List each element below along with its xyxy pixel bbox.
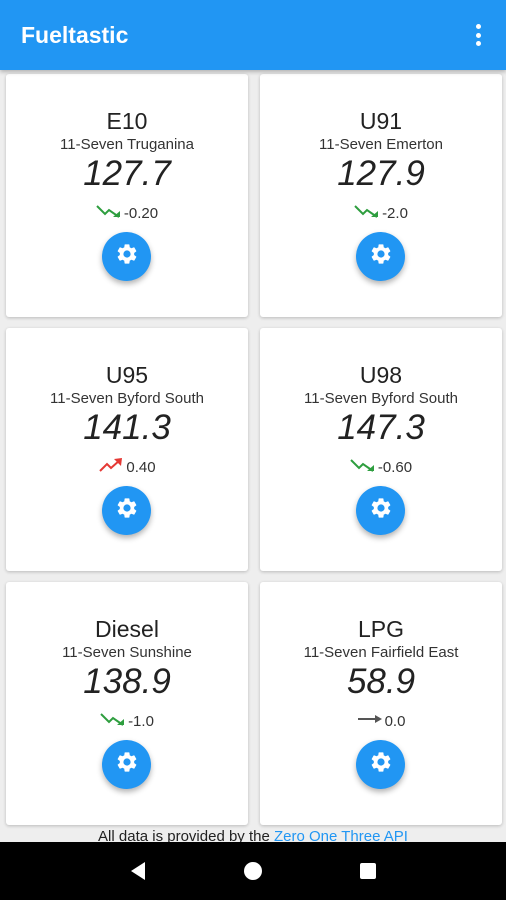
gear-icon <box>115 750 139 779</box>
price-change: 0.40 <box>126 458 156 476</box>
price-change: -1.0 <box>128 712 154 730</box>
fuel-price: 141.3 <box>83 408 171 447</box>
station-name: 11-Seven Sunshine <box>62 644 192 661</box>
more-vert-icon[interactable] <box>466 22 490 48</box>
trend-down-icon <box>96 203 122 224</box>
price-trend: 0.40 <box>6 457 248 477</box>
fuel-card-u98[interactable]: U98 11-Seven Byford South 147.3 -0.60 <box>260 328 502 571</box>
gear-icon <box>115 496 139 525</box>
fuel-type: U95 <box>105 362 149 388</box>
fuel-card-e10[interactable]: E10 11-Seven Truganina 127.7 -0.20 <box>6 74 248 317</box>
settings-button[interactable] <box>356 740 405 789</box>
gear-icon <box>115 242 139 271</box>
price-change: -2.0 <box>382 204 408 222</box>
fuel-card-u91[interactable]: U91 11-Seven Emerton 127.9 -2.0 <box>260 74 502 317</box>
station-name: 11-Seven Byford South <box>50 390 204 407</box>
settings-button[interactable] <box>102 232 151 281</box>
fuel-price: 127.9 <box>337 154 425 193</box>
settings-button[interactable] <box>102 486 151 535</box>
fuel-type: LPG <box>357 616 405 642</box>
trend-down-icon <box>354 203 380 224</box>
fuel-card-u95[interactable]: U95 11-Seven Byford South 141.3 0.40 <box>6 328 248 571</box>
fuel-price: 127.7 <box>83 154 171 193</box>
price-trend: -2.0 <box>260 203 502 223</box>
price-trend: -0.60 <box>260 457 502 477</box>
price-change: -0.60 <box>377 458 413 476</box>
fuel-type: Diesel <box>95 616 159 642</box>
fuel-price: 138.9 <box>83 662 171 701</box>
station-name: 11-Seven Fairfield East <box>303 644 459 661</box>
fuel-price: 58.9 <box>346 662 416 701</box>
price-change: 0.0 <box>384 712 406 730</box>
station-name: 11-Seven Truganina <box>60 136 194 153</box>
home-circle-icon[interactable] <box>238 856 268 886</box>
price-trend: -0.20 <box>6 203 248 223</box>
price-change: -0.20 <box>123 204 159 222</box>
price-trend: -1.0 <box>6 711 248 731</box>
fuel-price: 147.3 <box>337 408 425 447</box>
trend-down-icon <box>350 457 376 478</box>
back-triangle-icon[interactable] <box>123 856 153 886</box>
app-title: Fueltastic <box>21 22 129 48</box>
trend-up-icon <box>98 457 124 478</box>
gear-icon <box>369 242 393 271</box>
fuel-type: E10 <box>106 108 148 134</box>
gear-icon <box>369 750 393 779</box>
station-name: 11-Seven Byford South <box>304 390 458 407</box>
price-trend: 0.0 <box>260 711 502 731</box>
trend-flat-icon <box>357 711 383 732</box>
data-attribution: All data is provided by the Zero One Thr… <box>0 828 506 845</box>
fuel-card-lpg[interactable]: LPG 11-Seven Fairfield East 58.9 0.0 <box>260 582 502 825</box>
app-bar: Fueltastic <box>0 0 506 70</box>
system-nav-bar <box>0 842 506 900</box>
station-name: 11-Seven Emerton <box>319 136 443 153</box>
menu-dot <box>475 24 481 29</box>
fuel-card-diesel[interactable]: Diesel 11-Seven Sunshine 138.9 -1.0 <box>6 582 248 825</box>
trend-down-icon <box>100 711 126 732</box>
gear-icon <box>369 496 393 525</box>
fuel-type: U91 <box>359 108 403 134</box>
api-link[interactable]: Zero One Three API <box>273 828 408 845</box>
menu-dot <box>475 32 481 38</box>
settings-button[interactable] <box>356 486 405 535</box>
settings-button[interactable] <box>102 740 151 789</box>
menu-dot <box>475 41 481 46</box>
fuel-type: U98 <box>359 362 403 388</box>
attribution-text: All data is provided by the <box>98 828 274 845</box>
recents-square-icon[interactable] <box>353 856 383 886</box>
settings-button[interactable] <box>356 232 405 281</box>
